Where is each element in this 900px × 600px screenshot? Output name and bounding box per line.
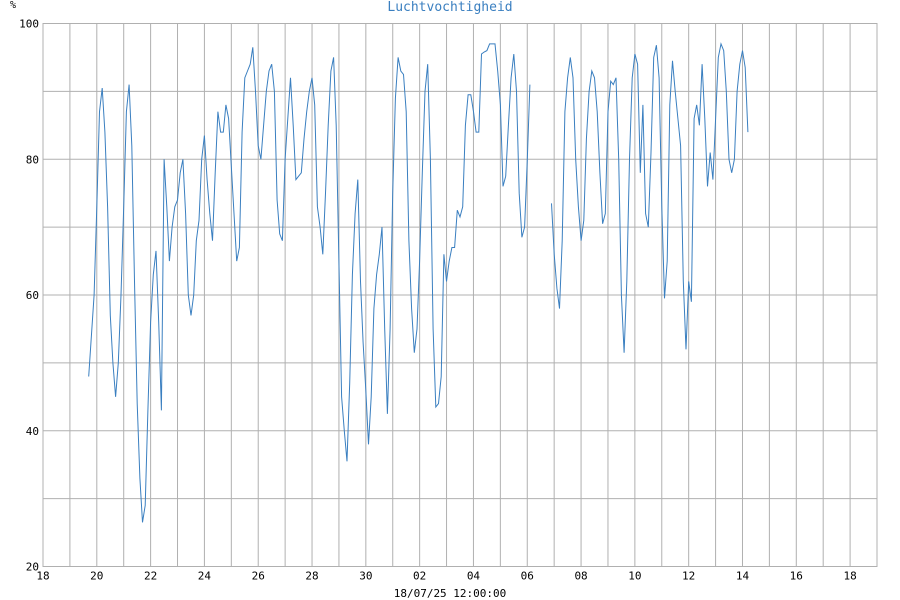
x-tick-label: 20 [90,570,103,583]
y-tick-label: 80 [26,153,39,166]
x-tick-label: 02 [413,570,426,583]
y-tick-labels: 20 40 60 80 100 [19,18,39,574]
x-tick-label: 10 [628,570,641,583]
x-axis-label: 18/07/25 12:00:00 [394,587,507,600]
series-layer [88,42,749,523]
x-tick-label: 18 [36,570,49,583]
y-tick-label: 40 [26,425,39,438]
x-tick-label: 16 [790,570,803,583]
x-tick-label: 12 [682,570,695,583]
x-tick-label: 08 [574,570,587,583]
y-tick-label: 20 [26,561,39,574]
humidity-series-line [88,43,531,523]
chart-title: Luchtvochtigheid [387,0,512,15]
x-tick-label: 30 [359,570,372,583]
x-tick-label: 24 [198,570,212,583]
x-tick-label: 04 [467,570,481,583]
x-tick-labels: 18 20 22 24 26 28 30 02 04 06 08 10 12 14 16 18 [36,570,856,583]
humidity-series-line [551,42,749,353]
plot-border [42,23,878,567]
x-tick-label: 28 [305,570,318,583]
y-axis-unit-label: % [10,0,16,11]
x-tick-label: 14 [736,570,750,583]
y-tick-label: 60 [26,289,39,302]
x-tick-label: 06 [521,570,534,583]
y-tick-label: 100 [19,18,39,31]
x-tick-label: 26 [252,570,265,583]
x-tick-label: 22 [144,570,157,583]
grid-lines [42,23,878,567]
x-tick-label: 18 [843,570,856,583]
